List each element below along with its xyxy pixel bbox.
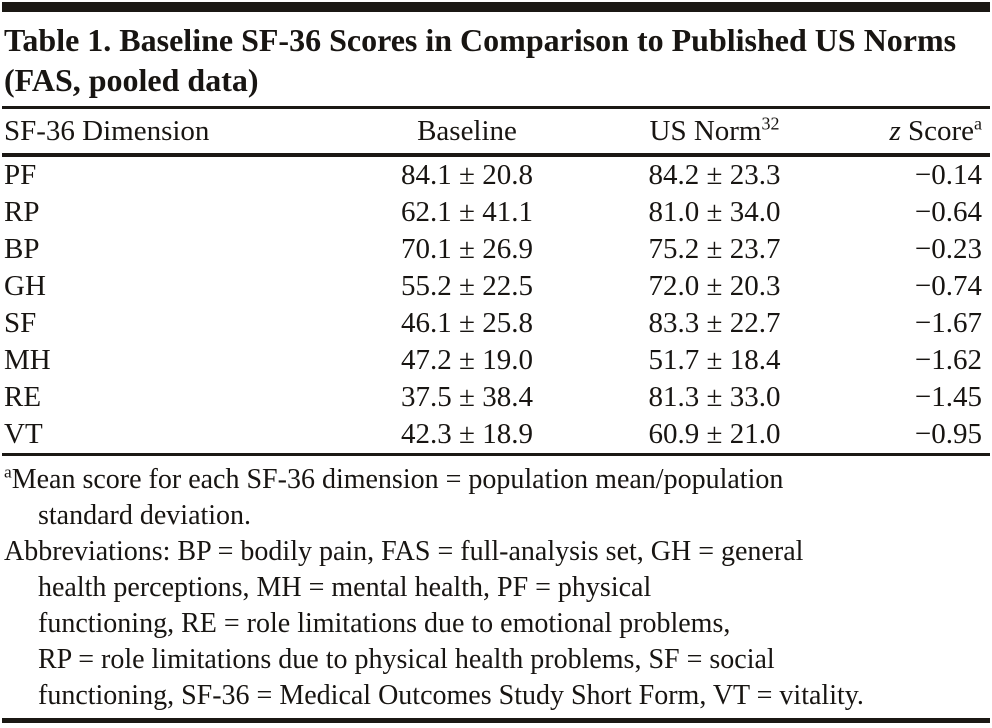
cell-dimension: RE (4, 381, 42, 413)
footnote-a-marker: a (4, 462, 12, 482)
cell-baseline: 46.1 ± 25.8 (401, 307, 533, 339)
bottom-rule (2, 718, 990, 723)
footnote-marker-superscript: a (974, 112, 982, 133)
cell-us-norm: 81.3 ± 33.0 (648, 381, 781, 413)
table-row: GH 55.2 ± 22.5 72.0 ± 20.3 −0.74 (2, 268, 990, 305)
table-title: Table 1. Baseline SF-36 Scores in Compar… (4, 22, 957, 98)
cell-baseline: 84.1 ± 20.8 (401, 159, 533, 191)
cell-us-norm: 84.2 ± 23.3 (648, 159, 781, 191)
cell-dimension: MH (4, 344, 51, 376)
sf36-scores-table: SF-36 Dimension Baseline US Norm32 z Sco… (2, 109, 990, 453)
cell-z-score: −0.74 (914, 270, 982, 302)
header-row: SF-36 Dimension Baseline US Norm32 z Sco… (2, 109, 990, 157)
cell-dimension: BP (4, 233, 40, 265)
cell-us-norm: 75.2 ± 23.7 (648, 233, 781, 265)
column-header-label: US Norm (649, 114, 762, 147)
cell-us-norm: 83.3 ± 22.7 (648, 307, 781, 339)
cell-dimension: VT (4, 418, 43, 450)
table-row: PF 84.1 ± 20.8 84.2 ± 23.3 −0.14 (2, 155, 990, 194)
cell-us-norm: 60.9 ± 21.0 (648, 418, 781, 450)
footnote-text: Mean score for each SF-36 dimension = po… (11, 464, 784, 495)
cell-baseline: 47.2 ± 19.0 (401, 344, 533, 376)
cell-dimension: PF (4, 159, 37, 191)
cell-dimension: RP (4, 196, 40, 228)
cell-us-norm: 81.0 ± 34.0 (648, 196, 781, 228)
table-header: SF-36 Dimension Baseline US Norm32 z Sco… (2, 109, 990, 157)
column-header-label: Baseline (417, 114, 517, 147)
cell-z-score: −1.67 (914, 307, 982, 339)
footnote-line: standard deviation. (38, 500, 252, 531)
reference-superscript: 32 (761, 112, 780, 133)
footnote-a: aMean score for each SF-36 dimension = p… (4, 462, 988, 534)
column-header-baseline: Baseline (322, 109, 612, 157)
cell-z-score: −0.14 (914, 159, 982, 191)
footnote-line: functioning, SF-36 = Medical Outcomes St… (38, 680, 864, 711)
cell-baseline: 55.2 ± 22.5 (401, 270, 533, 302)
cell-z-score: −1.45 (914, 381, 982, 413)
cell-baseline: 42.3 ± 18.9 (401, 418, 533, 450)
footnote-line: health perceptions, MH = mental health, … (38, 572, 652, 603)
cell-z-score: −1.62 (914, 344, 982, 376)
table-row: SF 46.1 ± 25.8 83.3 ± 22.7 −1.67 (2, 305, 990, 342)
cell-dimension: SF (4, 307, 37, 339)
cell-z-score: −0.95 (914, 418, 982, 450)
cell-z-score: −0.23 (914, 233, 982, 265)
table-row: VT 42.3 ± 18.9 60.9 ± 21.0 −0.95 (2, 416, 990, 453)
footnote-line: Abbreviations: BP = bodily pain, FAS = f… (4, 536, 804, 567)
column-header-italic-label: z (889, 114, 901, 147)
table-row: BP 70.1 ± 26.9 75.2 ± 23.7 −0.23 (2, 231, 990, 268)
footnote-line: aMean score for each SF-36 dimension = p… (4, 462, 988, 498)
table-row: MH 47.2 ± 19.0 51.7 ± 18.4 −1.62 (2, 342, 990, 379)
cell-us-norm: 51.7 ± 18.4 (648, 344, 781, 376)
column-header-label: Score (900, 114, 975, 147)
cell-baseline: 70.1 ± 26.9 (401, 233, 533, 265)
footnote-line: functioning, RE = role limitations due t… (38, 608, 731, 639)
table-row: RP 62.1 ± 41.1 81.0 ± 34.0 −0.64 (2, 194, 990, 231)
column-header-z-score: z Scorea (817, 109, 990, 157)
table-bottom-rule (2, 453, 990, 456)
cell-z-score: −0.64 (914, 196, 982, 228)
title-rule (2, 106, 990, 109)
footnote-abbreviations: Abbreviations: BP = bodily pain, FAS = f… (4, 534, 988, 714)
column-header-dimension: SF-36 Dimension (2, 109, 322, 157)
column-header-label: SF-36 Dimension (4, 114, 210, 147)
cell-dimension: GH (4, 270, 46, 302)
cell-us-norm: 72.0 ± 20.3 (648, 270, 781, 302)
top-rule (2, 2, 990, 12)
footnote-line: RP = role limitations due to physical he… (38, 644, 775, 675)
cell-baseline: 37.5 ± 38.4 (401, 381, 533, 413)
footnotes: aMean score for each SF-36 dimension = p… (2, 456, 990, 718)
table-row: RE 37.5 ± 38.4 81.3 ± 33.0 −1.45 (2, 379, 990, 416)
table-body: PF 84.1 ± 20.8 84.2 ± 23.3 −0.14 RP 62.1 ± 41… (2, 155, 990, 453)
cell-baseline: 62.1 ± 41.1 (401, 196, 533, 228)
column-header-us-norm: US Norm32 (612, 109, 817, 157)
